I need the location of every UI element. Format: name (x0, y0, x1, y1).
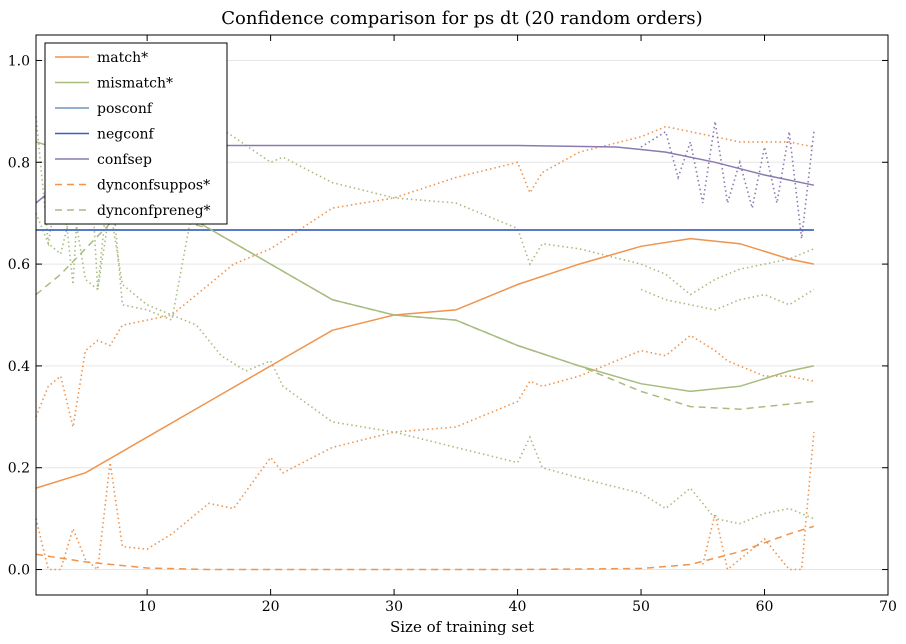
legend: match* mismatch* posconf negconf confsep dync… (44, 42, 228, 225)
bound-dotted-line (35, 70, 815, 322)
y-tick-label: 1.0 (8, 53, 30, 69)
x-axis: 10 20 30 40 50 60 70 (138, 35, 897, 615)
legend-label: posconf (97, 101, 154, 117)
series-line (35, 525, 815, 571)
y-tick-label: 0.2 (8, 461, 30, 477)
bound-dotted-line (640, 288, 815, 311)
x-tick-label: 60 (756, 599, 774, 615)
series-line (35, 237, 815, 489)
legend-label: dynconfpreneg* (97, 203, 211, 219)
x-tick-label: 50 (632, 599, 650, 615)
legend-label: dynconfsuppos* (97, 178, 210, 194)
grid-lines (36, 59, 888, 571)
legend-label: match* (97, 50, 148, 66)
legend-label: confsep (97, 152, 152, 168)
x-tick-label: 10 (138, 599, 156, 615)
y-tick-label: 0.8 (8, 155, 30, 171)
series-line (35, 212, 814, 410)
y-tick-label: 0.4 (8, 359, 30, 375)
series-lines (35, 141, 815, 571)
x-axis-label: Size of training set (390, 618, 534, 636)
plot-frame (35, 34, 889, 596)
x-tick-label: 30 (385, 599, 403, 615)
bound-dotted-line (35, 116, 815, 525)
x-tick-label: 20 (262, 599, 280, 615)
dotted-bounds (35, 70, 815, 572)
y-tick-label: 0.0 (8, 563, 30, 579)
x-tick-label: 70 (879, 599, 897, 615)
chart-title: Confidence comparison for ps dt (20 rand… (221, 8, 702, 29)
bound-dotted-line (35, 334, 815, 572)
legend-label: negconf (97, 127, 156, 143)
y-axis: 0.0 0.2 0.4 0.6 0.8 1.0 (8, 53, 888, 579)
legend-label: mismatch* (97, 76, 173, 92)
x-tick-label: 40 (509, 599, 527, 615)
y-tick-label: 0.6 (8, 257, 30, 273)
bound-dotted-line (702, 432, 815, 571)
